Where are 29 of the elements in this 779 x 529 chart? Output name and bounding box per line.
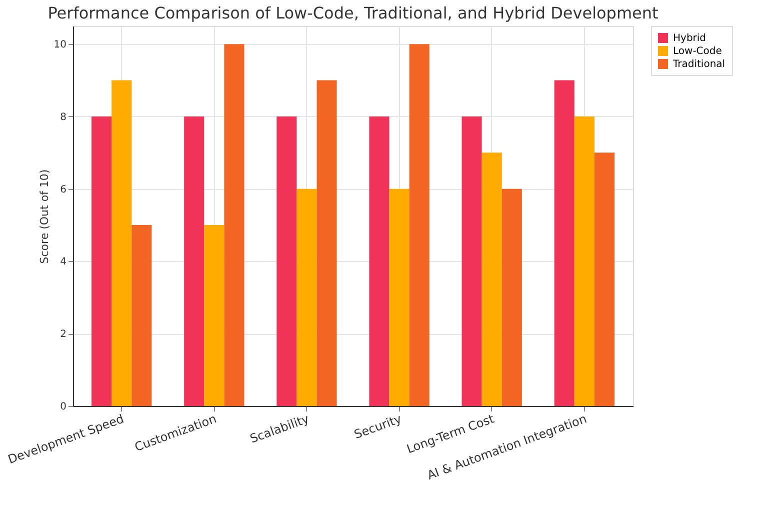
bar xyxy=(316,80,337,406)
bar xyxy=(296,188,317,406)
chart-title: Performance Comparison of Low-Code, Traditional, and Hybrid Development xyxy=(48,4,658,22)
bar xyxy=(574,116,594,406)
y-tick-label: 2 xyxy=(60,329,66,340)
y-axis-title: Score (Out of 10) xyxy=(38,169,51,264)
y-tick-label: 8 xyxy=(60,112,66,123)
bar xyxy=(482,152,502,406)
bar xyxy=(184,116,204,406)
bar xyxy=(92,116,112,406)
y-tick-label: 10 xyxy=(54,40,66,51)
legend-label: Hybrid xyxy=(673,33,706,44)
y-tick-label: 6 xyxy=(60,184,66,196)
legend-label: Low-Code xyxy=(673,46,722,57)
y-tick-label: 0 xyxy=(60,402,66,412)
bar xyxy=(204,225,224,406)
bar xyxy=(224,44,244,406)
y-tick-label: 4 xyxy=(60,256,66,268)
bar xyxy=(462,116,482,406)
bar xyxy=(132,225,152,406)
bar xyxy=(554,80,574,406)
bar xyxy=(502,188,522,406)
bar xyxy=(369,116,390,406)
bar xyxy=(594,152,614,406)
bar xyxy=(276,116,297,406)
bar xyxy=(112,80,132,406)
bar xyxy=(409,44,430,406)
legend-label: Traditional xyxy=(672,59,726,70)
bar xyxy=(389,188,410,406)
